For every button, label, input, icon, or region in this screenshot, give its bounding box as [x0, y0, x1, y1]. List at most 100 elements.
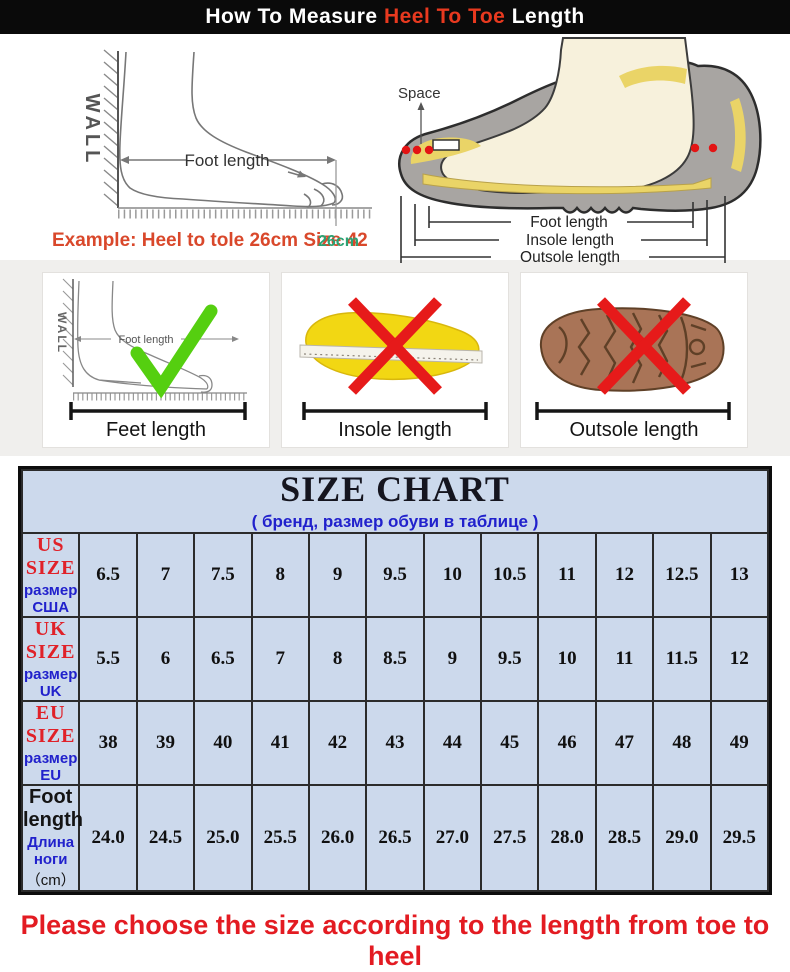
uk-size-cell: 11	[594, 615, 655, 702]
eu-size-cell: 47	[594, 699, 655, 786]
size-chart-subtitle: ( бренд, размер обуви в таблице )	[251, 511, 539, 531]
red-cross-icon	[348, 297, 442, 395]
measure-bracket	[302, 402, 488, 420]
eu-size-cell: 49	[709, 699, 769, 786]
us-size-cell: 10.5	[479, 531, 540, 618]
uk-size-cell: 11.5	[652, 615, 712, 702]
wall-label: WALL	[81, 94, 103, 167]
uk-size-cell: 10	[537, 615, 597, 702]
space-label: Space	[398, 85, 441, 102]
dim-foot-length-label: Foot length	[530, 214, 608, 231]
wall-label: WALL	[55, 312, 69, 354]
feet-length-diagram: WALL Foot length	[55, 278, 247, 420]
wall-hatching	[103, 49, 119, 207]
foot-in-shoe-diagram: Space Foot length Insole length Outsole …	[398, 37, 762, 266]
eu-size-cell: 40	[193, 699, 253, 786]
us-size-cell: 7	[135, 531, 196, 618]
us-size-cell: 8	[250, 531, 310, 618]
card-label-insole-length: Insole length	[338, 419, 452, 441]
uk-size-cell: 7	[250, 615, 310, 702]
outsole-diagram	[535, 297, 731, 420]
method-cards-strip: WALL Foot length Feet length	[0, 260, 790, 456]
card-label-feet-length: Feet length	[105, 419, 207, 441]
card-insole-length: Insole length	[281, 272, 509, 448]
foot-length-cell: 28.0	[537, 783, 597, 892]
foot-length-cell: 26.0	[307, 783, 368, 892]
ruler-mark-26cm: 26cm	[318, 233, 359, 250]
foot-length-label: Foot length	[184, 151, 269, 170]
eu-size-cell: 43	[365, 699, 425, 786]
foot-length-arrow	[120, 156, 336, 178]
wall-hatching	[62, 278, 74, 386]
measure-point-dots	[401, 143, 718, 155]
foot-against-wall-diagram: WALL Foot length	[81, 49, 372, 226]
title-banner: How To Measure Heel To Toe Length	[0, 0, 790, 34]
us-size-cell: 11	[537, 531, 597, 618]
measure-bracket	[69, 402, 247, 420]
uk-size-cell: 9.5	[479, 615, 540, 702]
foot-length-label: Foot length	[118, 334, 173, 346]
tread-pattern	[558, 312, 707, 384]
eu-size-cell: 46	[537, 699, 597, 786]
foot-length-cell: 26.5	[365, 783, 425, 892]
eu-size-cell: 48	[652, 699, 712, 786]
eu-size-cell: 39	[135, 699, 196, 786]
card-feet-length: WALL Foot length Feet length	[42, 272, 270, 448]
foot-length-cell: 28.5	[594, 783, 655, 892]
green-check-icon	[130, 304, 218, 399]
uk-size-cell: 5.5	[78, 615, 138, 702]
size-chart: SIZE CHART ( бренд, размер обуви в табли…	[18, 466, 772, 895]
us-size-cell: 13	[709, 531, 769, 618]
us-size-cell: 10	[422, 531, 483, 618]
eu-size-cell: 42	[307, 699, 368, 786]
dimension-lines	[400, 196, 726, 263]
red-cross-icon	[597, 297, 691, 395]
foot-length-cell: 24.5	[135, 783, 196, 892]
size-chart-title: SIZE CHART	[280, 469, 510, 509]
foot-length-cell: 25.5	[250, 783, 310, 892]
row-header-foot-length: Foot length Длина ноги （cm）	[20, 783, 83, 892]
foot-length-cell: 24.0	[78, 783, 138, 892]
banner-text-accent: Heel To Toe	[383, 5, 506, 28]
us-size-cell: 9.5	[365, 531, 425, 618]
space-arrow	[417, 102, 425, 144]
table-row-uk-size: UK SIZE размер UK 5.5 6 6.5 7 8 8.5 9 9.…	[20, 615, 769, 702]
eu-size-cell: 38	[78, 699, 138, 786]
insole-diagram	[299, 297, 488, 420]
foot-length-cell: 29.5	[709, 783, 769, 892]
uk-size-cell: 9	[422, 615, 483, 702]
uk-size-cell: 8.5	[365, 615, 425, 702]
eu-size-cell: 41	[250, 699, 310, 786]
foot-length-cell: 27.0	[422, 783, 483, 892]
dim-outsole-length-label: Outsole length	[520, 249, 620, 266]
measuring-diagrams-section: WALL Foot length	[0, 34, 790, 266]
table-row-eu-size: EU SIZE размер EU 38 39 40 41 42 43 44 4…	[20, 699, 769, 786]
row-header-us-size: US SIZE размер США	[20, 531, 81, 618]
us-size-cell: 6.5	[78, 531, 138, 618]
uk-size-cell: 6	[135, 615, 196, 702]
toe-space-notch	[432, 139, 460, 151]
example-note: Example: Heel to tole 26cm Size 42	[52, 230, 368, 251]
table-row-foot-length: Foot length Длина ноги （cm） 24.0 24.5 25…	[20, 783, 769, 892]
eu-size-cell: 45	[479, 699, 540, 786]
card-label-outsole-length: Outsole length	[569, 419, 699, 441]
uk-size-cell: 8	[307, 615, 368, 702]
foot-length-cell: 25.0	[193, 783, 253, 892]
row-header-uk-size: UK SIZE размер UK	[20, 615, 81, 702]
us-size-cell: 12	[594, 531, 655, 618]
uk-size-cell: 12	[709, 615, 769, 702]
foot-length-cell: 27.5	[479, 783, 540, 892]
us-size-cell: 12.5	[652, 531, 712, 618]
card-outsole-length: Outsole length	[520, 272, 748, 448]
us-size-cell: 9	[307, 531, 368, 618]
dim-insole-length-label: Insole length	[526, 232, 614, 249]
banner-text-2: Length	[505, 5, 585, 28]
banner-text-1: How To Measure	[205, 5, 384, 28]
foot-sketch	[118, 51, 344, 209]
footer-note: Please choose the size according to the …	[20, 909, 770, 971]
foot-length-cell: 29.0	[652, 783, 712, 892]
us-size-cell: 7.5	[193, 531, 253, 618]
size-chart-header: SIZE CHART ( бренд, размер обуви в табли…	[21, 469, 769, 534]
uk-size-cell: 6.5	[193, 615, 253, 702]
insole-and-lining	[410, 65, 746, 195]
